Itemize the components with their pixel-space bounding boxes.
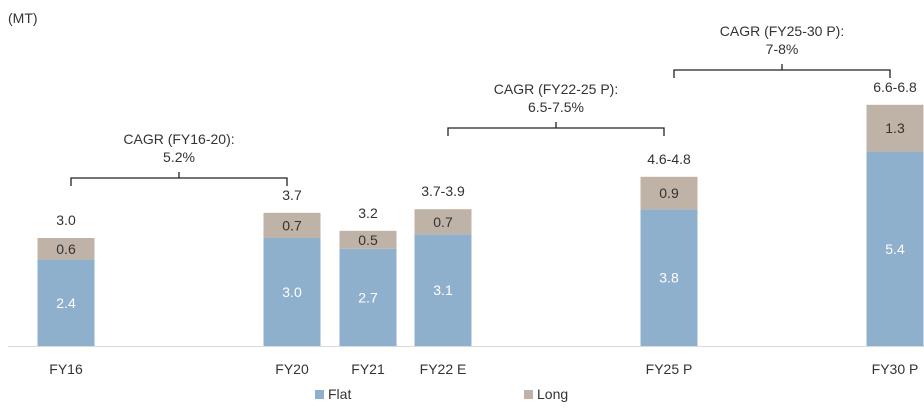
cagr-value-0: 5.2% (163, 149, 195, 165)
legend-label-long: Long (537, 386, 568, 402)
x-tick-label-0: FY16 (49, 361, 83, 377)
unit-label: (MT) (8, 10, 38, 26)
bar-flat-4 (640, 209, 698, 346)
legend-swatch-long (524, 390, 533, 399)
total-label-4: 4.6-4.8 (647, 151, 691, 167)
cagr-bracket-1 (447, 122, 665, 136)
bar-flat-0 (37, 259, 95, 346)
data-label-flat-1: 3.0 (282, 284, 302, 300)
x-tick-label-1: FY20 (275, 361, 309, 377)
data-label-long-1: 0.7 (282, 217, 302, 233)
total-label-5: 6.6-6.8 (873, 79, 917, 95)
cagr-label-1: CAGR (FY22-25 P): (494, 81, 618, 97)
total-label-2: 3.2 (358, 205, 378, 221)
data-label-flat-0: 2.4 (56, 295, 76, 311)
data-label-flat-3: 3.1 (433, 282, 453, 298)
cagr-bracket-2 (673, 64, 891, 78)
cagr-value-1: 6.5-7.5% (528, 99, 584, 115)
bar-flat-2 (339, 248, 397, 346)
cagr-label-2: CAGR (FY25-30 P): (720, 23, 844, 39)
bar-flat-1 (263, 238, 321, 346)
total-label-1: 3.7 (282, 187, 302, 203)
bar-long-1 (263, 212, 321, 238)
bar-flat-5 (866, 151, 924, 346)
legend-label-flat: Flat (328, 386, 351, 402)
bar-long-2 (339, 230, 397, 249)
x-tick-label-5: FY30 P (872, 361, 919, 377)
cagr-value-2: 7-8% (766, 41, 799, 57)
bar-flat-3 (414, 234, 472, 346)
cagr-bracket-0 (70, 172, 288, 186)
legend-swatch-flat (315, 390, 324, 399)
data-label-long-5: 1.3 (885, 120, 905, 136)
data-label-long-2: 0.5 (358, 232, 378, 248)
data-label-flat-4: 3.8 (659, 270, 679, 286)
data-label-long-3: 0.7 (433, 214, 453, 230)
data-label-long-4: 0.9 (659, 185, 679, 201)
x-tick-label-2: FY21 (351, 361, 385, 377)
total-label-0: 3.0 (56, 212, 76, 228)
x-tick-label-3: FY22 E (420, 361, 467, 377)
bar-long-4 (640, 176, 698, 210)
x-tick-label-4: FY25 P (646, 361, 693, 377)
bar-long-5 (866, 104, 924, 152)
cagr-label-0: CAGR (FY16-20): (123, 131, 234, 147)
data-label-flat-2: 2.7 (358, 289, 378, 305)
total-label-3: 3.7-3.9 (421, 183, 465, 199)
bar-long-0 (37, 238, 95, 260)
bar-long-3 (414, 209, 472, 235)
data-label-long-0: 0.6 (56, 241, 76, 257)
data-label-flat-5: 5.4 (885, 241, 905, 257)
